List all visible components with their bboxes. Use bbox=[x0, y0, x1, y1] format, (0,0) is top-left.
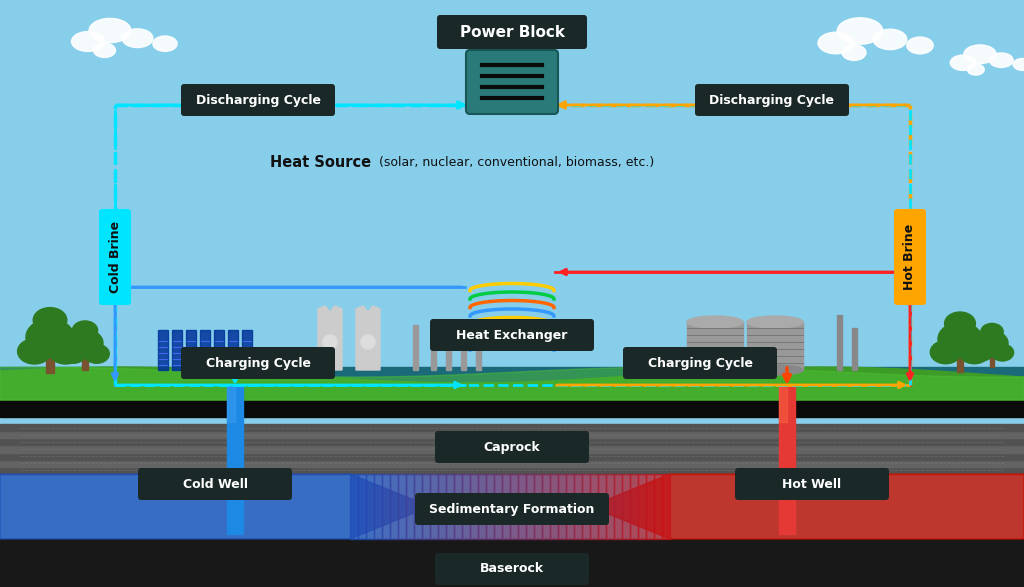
Polygon shape bbox=[318, 306, 342, 370]
FancyBboxPatch shape bbox=[435, 431, 589, 463]
Ellipse shape bbox=[73, 321, 97, 340]
Polygon shape bbox=[598, 474, 606, 539]
Polygon shape bbox=[356, 306, 380, 370]
Ellipse shape bbox=[938, 322, 982, 356]
Polygon shape bbox=[494, 474, 502, 539]
Polygon shape bbox=[200, 330, 210, 370]
Polygon shape bbox=[82, 356, 88, 370]
Ellipse shape bbox=[842, 45, 866, 60]
Polygon shape bbox=[0, 390, 1024, 417]
FancyBboxPatch shape bbox=[623, 347, 777, 379]
Polygon shape bbox=[630, 474, 638, 539]
FancyBboxPatch shape bbox=[435, 553, 589, 585]
Polygon shape bbox=[228, 330, 238, 370]
Polygon shape bbox=[172, 330, 182, 370]
Text: Hot Brine: Hot Brine bbox=[903, 224, 916, 290]
Polygon shape bbox=[374, 474, 382, 539]
Polygon shape bbox=[838, 315, 843, 370]
FancyBboxPatch shape bbox=[99, 209, 131, 305]
Ellipse shape bbox=[26, 319, 74, 355]
Polygon shape bbox=[0, 431, 1024, 438]
FancyBboxPatch shape bbox=[437, 15, 587, 49]
Text: Baserock: Baserock bbox=[480, 562, 544, 575]
Ellipse shape bbox=[93, 43, 116, 58]
Ellipse shape bbox=[818, 32, 854, 54]
Polygon shape bbox=[590, 474, 1024, 539]
Text: Discharging Cycle: Discharging Cycle bbox=[196, 93, 321, 106]
Polygon shape bbox=[526, 474, 534, 539]
Ellipse shape bbox=[153, 36, 177, 52]
Ellipse shape bbox=[33, 308, 67, 333]
Polygon shape bbox=[558, 474, 566, 539]
Text: Discharging Cycle: Discharging Cycle bbox=[710, 93, 835, 106]
Polygon shape bbox=[454, 474, 462, 539]
Polygon shape bbox=[646, 474, 654, 539]
Polygon shape bbox=[989, 355, 994, 367]
Polygon shape bbox=[430, 332, 435, 370]
Circle shape bbox=[361, 335, 375, 349]
Polygon shape bbox=[470, 474, 478, 539]
FancyBboxPatch shape bbox=[138, 468, 292, 500]
Text: Charging Cycle: Charging Cycle bbox=[206, 356, 310, 369]
Ellipse shape bbox=[84, 345, 110, 363]
Polygon shape bbox=[242, 330, 252, 370]
Polygon shape bbox=[574, 474, 582, 539]
Circle shape bbox=[323, 335, 337, 349]
Polygon shape bbox=[956, 356, 964, 372]
Polygon shape bbox=[0, 446, 1024, 453]
FancyBboxPatch shape bbox=[415, 493, 609, 525]
Ellipse shape bbox=[17, 339, 51, 364]
Polygon shape bbox=[550, 474, 558, 539]
Ellipse shape bbox=[122, 29, 153, 48]
Text: Heat Exchanger: Heat Exchanger bbox=[457, 329, 567, 342]
Polygon shape bbox=[0, 467, 1024, 474]
Polygon shape bbox=[622, 474, 630, 539]
Ellipse shape bbox=[67, 329, 103, 356]
Polygon shape bbox=[475, 322, 480, 370]
Text: Heat Source: Heat Source bbox=[270, 154, 371, 170]
Polygon shape bbox=[0, 367, 1024, 400]
Polygon shape bbox=[350, 474, 358, 539]
Ellipse shape bbox=[60, 345, 86, 363]
Ellipse shape bbox=[958, 340, 990, 364]
Polygon shape bbox=[0, 367, 1024, 390]
Text: Cold Brine: Cold Brine bbox=[109, 221, 122, 293]
Polygon shape bbox=[779, 385, 787, 422]
Text: Caprock: Caprock bbox=[483, 440, 541, 454]
Ellipse shape bbox=[971, 344, 993, 361]
Polygon shape bbox=[590, 474, 598, 539]
Polygon shape bbox=[0, 460, 1024, 467]
Polygon shape bbox=[654, 474, 662, 539]
Ellipse shape bbox=[944, 312, 976, 335]
Text: (solar, nuclear, conventional, biomass, etc.): (solar, nuclear, conventional, biomass, … bbox=[375, 156, 654, 168]
Text: Power Block: Power Block bbox=[460, 25, 564, 39]
FancyBboxPatch shape bbox=[466, 50, 558, 114]
FancyBboxPatch shape bbox=[430, 319, 594, 351]
Polygon shape bbox=[422, 474, 430, 539]
Polygon shape bbox=[414, 474, 422, 539]
Polygon shape bbox=[413, 325, 418, 370]
Polygon shape bbox=[582, 474, 590, 539]
Ellipse shape bbox=[1013, 59, 1024, 70]
Polygon shape bbox=[0, 539, 1024, 587]
Polygon shape bbox=[853, 328, 857, 370]
Polygon shape bbox=[0, 474, 430, 539]
Polygon shape bbox=[510, 474, 518, 539]
Text: Sedimentary Formation: Sedimentary Formation bbox=[429, 502, 595, 515]
Polygon shape bbox=[398, 474, 406, 539]
FancyBboxPatch shape bbox=[894, 209, 926, 305]
FancyBboxPatch shape bbox=[695, 84, 849, 116]
Polygon shape bbox=[518, 474, 526, 539]
Ellipse shape bbox=[950, 55, 976, 70]
Ellipse shape bbox=[991, 344, 1014, 361]
Polygon shape bbox=[0, 438, 1024, 446]
Polygon shape bbox=[461, 335, 466, 370]
Ellipse shape bbox=[989, 53, 1013, 68]
Text: Hot Well: Hot Well bbox=[782, 477, 842, 491]
Polygon shape bbox=[779, 385, 795, 422]
Polygon shape bbox=[0, 453, 1024, 460]
Polygon shape bbox=[214, 330, 224, 370]
Polygon shape bbox=[486, 474, 494, 539]
Ellipse shape bbox=[907, 37, 933, 54]
